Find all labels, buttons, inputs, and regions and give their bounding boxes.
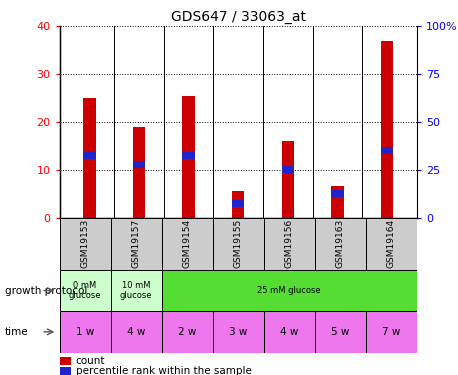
- Text: count: count: [76, 356, 105, 366]
- Text: 4 w: 4 w: [280, 327, 298, 337]
- Bar: [110, 270, 162, 311]
- Bar: [381, 147, 393, 154]
- Text: 5 w: 5 w: [331, 327, 349, 337]
- Text: GSM19154: GSM19154: [183, 219, 191, 268]
- Bar: [232, 200, 245, 207]
- Bar: [366, 217, 417, 270]
- Bar: [213, 217, 264, 270]
- Bar: [110, 311, 162, 352]
- Bar: [315, 217, 366, 270]
- Text: 25 mM glucose: 25 mM glucose: [257, 286, 321, 295]
- Bar: [60, 311, 110, 352]
- Text: GSM19164: GSM19164: [387, 219, 396, 268]
- Bar: [162, 270, 417, 311]
- Bar: [331, 190, 344, 197]
- Text: time: time: [5, 327, 28, 337]
- Bar: [133, 161, 145, 168]
- Bar: [381, 40, 393, 218]
- Text: 0 mM
glucose: 0 mM glucose: [69, 281, 101, 300]
- Title: GDS647 / 33063_at: GDS647 / 33063_at: [171, 10, 305, 24]
- Text: 2 w: 2 w: [178, 327, 196, 337]
- Bar: [162, 217, 213, 270]
- Text: percentile rank within the sample: percentile rank within the sample: [76, 366, 251, 375]
- Text: 4 w: 4 w: [127, 327, 145, 337]
- Bar: [60, 270, 110, 311]
- Bar: [264, 217, 315, 270]
- Text: growth protocol: growth protocol: [5, 286, 87, 296]
- Bar: [366, 311, 417, 352]
- Text: GSM19153: GSM19153: [81, 219, 90, 268]
- Bar: [315, 311, 366, 352]
- Text: GSM19157: GSM19157: [131, 219, 141, 268]
- Bar: [83, 98, 96, 218]
- Bar: [162, 311, 213, 352]
- Text: GSM19156: GSM19156: [285, 219, 294, 268]
- Bar: [182, 96, 195, 218]
- Text: GSM19155: GSM19155: [234, 219, 243, 268]
- Text: 10 mM
glucose: 10 mM glucose: [120, 281, 153, 300]
- Bar: [83, 152, 96, 159]
- Bar: [264, 311, 315, 352]
- Bar: [213, 311, 264, 352]
- Text: GSM19163: GSM19163: [336, 219, 345, 268]
- Bar: [133, 127, 145, 218]
- Bar: [282, 166, 294, 173]
- Text: 1 w: 1 w: [76, 327, 94, 337]
- Text: 3 w: 3 w: [229, 327, 247, 337]
- Bar: [60, 357, 71, 365]
- Bar: [110, 217, 162, 270]
- Bar: [60, 367, 71, 375]
- Bar: [232, 191, 245, 217]
- Bar: [60, 217, 110, 270]
- Bar: [182, 152, 195, 159]
- Bar: [282, 141, 294, 218]
- Bar: [331, 186, 344, 218]
- Text: 7 w: 7 w: [382, 327, 400, 337]
